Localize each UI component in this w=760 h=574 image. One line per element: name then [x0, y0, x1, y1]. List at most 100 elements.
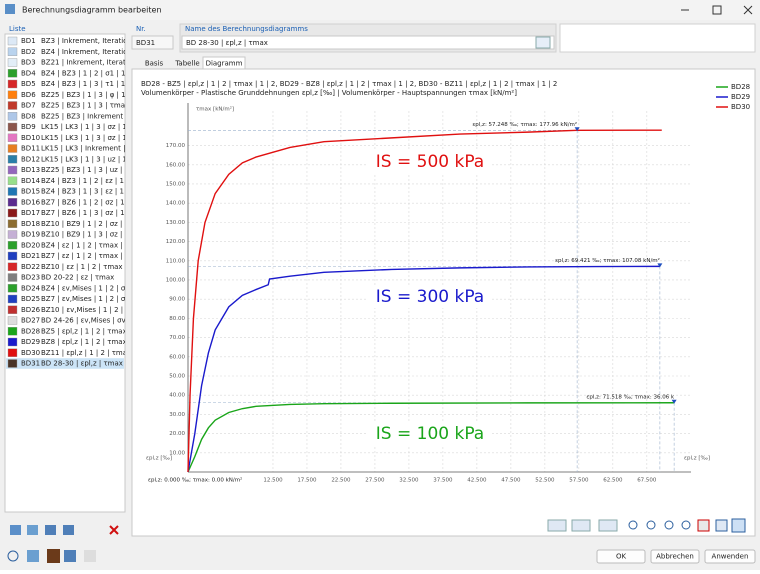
item-id[interactable]: BD8	[21, 112, 36, 120]
item-text[interactable]: BZ10 | εv,Mises | 1 | 2 | σv,Mises	[41, 306, 156, 314]
item-id[interactable]: BD1	[21, 37, 36, 45]
item-id[interactable]: BD10	[21, 134, 40, 142]
item-id[interactable]: BD21	[21, 252, 40, 260]
button[interactable]	[596, 549, 646, 564]
zoom-icon[interactable]	[646, 520, 656, 530]
item-id[interactable]: BD15	[21, 188, 40, 196]
tool-icon[interactable]	[571, 519, 591, 532]
item-text[interactable]: BZ7 | BZ6 | 1 | 2 | σz | 1 |	[41, 198, 129, 206]
item-text[interactable]: BZ21 | Inkrement, Iteration	[41, 59, 136, 67]
item-text[interactable]: BZ4 | εz | 1 | 2 | τmax | 1 | 2	[41, 241, 141, 249]
item-id[interactable]: BD19	[21, 231, 40, 239]
item-text[interactable]: BZ4 | BZ3 | 1 | 3 | εz | 1 |	[41, 188, 129, 196]
item-text[interactable]: BZ10 | BZ9 | 1 | 3 | σz | 1	[41, 231, 129, 239]
edit-button[interactable]	[535, 36, 551, 49]
zoom-icon[interactable]	[681, 520, 691, 530]
tool-icon[interactable]	[598, 519, 618, 532]
zoom-icon[interactable]	[664, 520, 674, 530]
nr-field[interactable]	[131, 35, 174, 50]
item-id[interactable]: BD2	[21, 48, 36, 56]
item-text[interactable]: BZ11 | εpl,z | 1 | 2 | τmax | 1 | 2	[41, 349, 154, 357]
item-text[interactable]: BZ7 | εz | 1 | 2 | τmax | 1 | 2	[41, 252, 141, 260]
item-text[interactable]: LK15 | LK3 | Inkrement | uz |	[41, 145, 140, 153]
button-label[interactable]: Abbrechen	[656, 553, 694, 561]
button-label[interactable]: Anwenden	[712, 553, 749, 561]
tab[interactable]	[172, 57, 203, 69]
item-text[interactable]: BZ4 | BZ3 | 1 | 2 | εz | 1	[41, 177, 124, 185]
tab[interactable]	[136, 57, 172, 69]
item-id[interactable]: BD27	[21, 317, 40, 325]
close-button[interactable]	[743, 5, 753, 15]
item-id[interactable]: BD12	[21, 155, 40, 163]
item-id[interactable]: BD6	[21, 91, 36, 99]
maximize-button[interactable]	[712, 5, 722, 15]
tool-icon[interactable]	[63, 525, 74, 535]
item-id[interactable]: BD22	[21, 263, 40, 271]
item-text[interactable]: BZ25 | BZ3 | 1 | 3 | φ | 1	[41, 91, 126, 99]
tool-icon[interactable]	[10, 525, 21, 535]
item-text[interactable]: BZ10 | εz | 1 | 2 | τmax | 1 | 2	[41, 263, 145, 271]
footer-icon[interactable]	[27, 550, 39, 562]
tool-icon[interactable]	[27, 525, 38, 535]
footer-icon[interactable]	[84, 550, 96, 562]
item-text[interactable]: BZ3 | Inkrement, Iteration |	[41, 37, 136, 45]
item-text[interactable]: LK15 | LK3 | 1 | 3 | σz | 1	[41, 134, 127, 142]
item-id[interactable]: BD23	[21, 274, 40, 282]
zoom-icon[interactable]	[628, 520, 638, 530]
item-text[interactable]: BZ7 | εv,Mises | 1 | 2 | σv,Mises	[41, 295, 152, 303]
item-id[interactable]: BD24	[21, 284, 41, 292]
item-id[interactable]: BD5	[21, 80, 36, 88]
tool-icon[interactable]	[697, 519, 710, 532]
delete-icon[interactable]	[109, 525, 119, 535]
tab-label[interactable]: Diagramm	[206, 60, 243, 68]
tab-label[interactable]: Tabelle	[174, 60, 199, 68]
item-text[interactable]: BZ7 | BZ6 | 1 | 3 | σz | 1 |	[41, 209, 129, 217]
item-id[interactable]: BD13	[21, 166, 40, 174]
item-text[interactable]: BZ25 | BZ3 | 1 | 3 | uz | 1	[41, 166, 129, 174]
tool-icon[interactable]	[45, 525, 56, 535]
tool-icon[interactable]	[731, 518, 746, 533]
item-id[interactable]: BD18	[21, 220, 40, 228]
item-id[interactable]: BD9	[21, 123, 36, 131]
footer-icon[interactable]	[64, 550, 76, 562]
item-text[interactable]: BZ4 | BZ3 | 1 | 2 | σ1 | 1	[41, 69, 125, 77]
item-id[interactable]: BD7	[21, 102, 36, 110]
item-id[interactable]: BD26	[21, 306, 41, 314]
footer-icon[interactable]	[7, 550, 19, 562]
item-text[interactable]: BZ4 | BZ3 | 1 | 3 | τ1 | 1	[41, 80, 125, 88]
item-text[interactable]: BZ25 | BZ3 | Inkrement | uz |	[41, 112, 143, 120]
item-text[interactable]: BZ8 | εpl,z | 1 | 2 | τmax | 1 | 2	[41, 338, 149, 346]
item-text[interactable]: BZ10 | BZ9 | 1 | 2 | σz | 1	[41, 220, 129, 228]
button[interactable]	[650, 549, 700, 564]
item-text[interactable]: BZ4 | Inkrement, Iteration |	[41, 48, 136, 56]
item-text[interactable]: BZ25 | BZ3 | 1 | 3 | τmax | 1	[41, 102, 140, 110]
button-label[interactable]: OK	[616, 553, 627, 561]
item-id[interactable]: BD16	[21, 198, 41, 206]
item-text[interactable]: LK15 | LK3 | 1 | 3 | uz | 1	[41, 155, 127, 163]
label-box	[368, 151, 492, 173]
item-text[interactable]: BD 28-30 | εpl,z | τmax	[41, 360, 123, 368]
button[interactable]	[704, 549, 756, 564]
tool-icon[interactable]	[715, 519, 728, 532]
item-text[interactable]: BD 24-26 | εv,Mises | σv,Mises	[41, 317, 148, 325]
item-text[interactable]: BD 20-22 | εz | τmax	[41, 274, 114, 282]
item-text[interactable]: BZ4 | εv,Mises | 1 | 2 | σv,Mises	[41, 284, 152, 292]
item-id[interactable]: BD31	[21, 360, 40, 368]
item-id[interactable]: BD14	[21, 177, 41, 185]
name-field[interactable]	[181, 35, 555, 50]
item-text[interactable]: BZ5 | εpl,z | 1 | 2 | τmax | 1 | 2	[41, 327, 149, 335]
item-id[interactable]: BD28	[21, 327, 40, 335]
item-id[interactable]: BD29	[21, 338, 40, 346]
item-id[interactable]: BD4	[21, 69, 36, 77]
tool-icon[interactable]	[547, 519, 567, 532]
item-id[interactable]: BD25	[21, 295, 40, 303]
item-id[interactable]: BD30	[21, 349, 40, 357]
item-id[interactable]: BD11	[21, 145, 40, 153]
tab-label[interactable]: Basis	[145, 60, 164, 68]
color-swatch[interactable]	[47, 549, 60, 563]
item-text[interactable]: LK15 | LK3 | 1 | 3 | σz | 1 |	[41, 123, 131, 131]
item-id[interactable]: BD20	[21, 241, 40, 249]
item-id[interactable]: BD17	[21, 209, 40, 217]
y-tick-label: 170.00	[166, 143, 186, 149]
item-id[interactable]: BD3	[21, 59, 36, 67]
